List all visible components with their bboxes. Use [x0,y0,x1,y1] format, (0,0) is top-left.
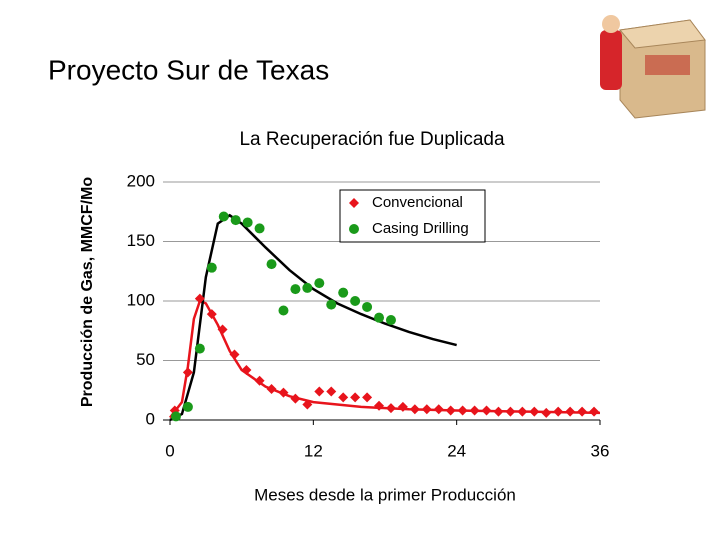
point [182,401,193,412]
point [302,282,313,293]
point [385,315,396,326]
legend-label: Convencional [372,194,463,211]
chart-title: La Recuperación fue Duplicada [239,129,505,150]
point [505,406,516,417]
y-tick-label: 200 [127,171,155,190]
point [206,262,217,273]
point [230,215,241,226]
point [374,400,385,411]
legend-label: Casing Drilling [372,220,469,237]
point [338,287,349,298]
point [469,405,480,416]
x-tick-label: 36 [591,441,610,460]
legend-marker [349,198,359,208]
point [421,404,432,415]
point [278,387,289,398]
x-tick-label: 24 [447,441,466,460]
point [433,404,444,415]
point [182,367,193,378]
point [541,407,552,418]
fit-line [169,213,457,422]
point [254,223,265,234]
point [266,384,277,395]
x-tick-label: 0 [165,441,174,460]
point [529,406,540,417]
point [229,349,240,360]
point [362,392,373,403]
clipart [600,15,706,119]
point [206,309,217,320]
point [553,406,564,417]
point [290,393,301,404]
point [589,406,600,417]
y-axis-label: Producción de Gas, MMCF/Mo [79,177,96,407]
point [302,399,313,410]
point [217,324,228,335]
point [326,299,337,310]
point [374,312,385,323]
point [194,293,205,304]
legend-marker [349,224,359,234]
point [350,296,361,306]
point [254,375,265,386]
point [577,406,588,417]
point [266,259,277,270]
point [218,211,229,222]
point [242,217,253,228]
slide-title: Proyecto Sur de Texas [48,54,329,85]
point [290,284,301,295]
point [457,405,468,416]
point [362,301,373,312]
point [194,343,205,354]
point [409,404,420,415]
y-tick-label: 100 [127,290,155,309]
point [326,386,337,397]
point [565,406,576,417]
point [481,405,492,416]
y-tick-label: 50 [136,350,155,369]
x-axis-label: Meses desde la primer Producción [254,485,516,504]
legend-box [339,189,486,243]
point [241,365,252,376]
point [445,405,456,416]
point [314,386,325,397]
point [397,401,408,412]
point [350,392,361,403]
point [314,278,325,289]
point [385,403,396,414]
y-tick-label: 150 [127,231,155,250]
y-tick-label: 0 [146,409,155,428]
x-tick-label: 12 [304,441,323,460]
point [278,305,289,316]
point [517,406,528,417]
point [493,406,504,417]
point [338,392,349,403]
point [170,411,181,422]
